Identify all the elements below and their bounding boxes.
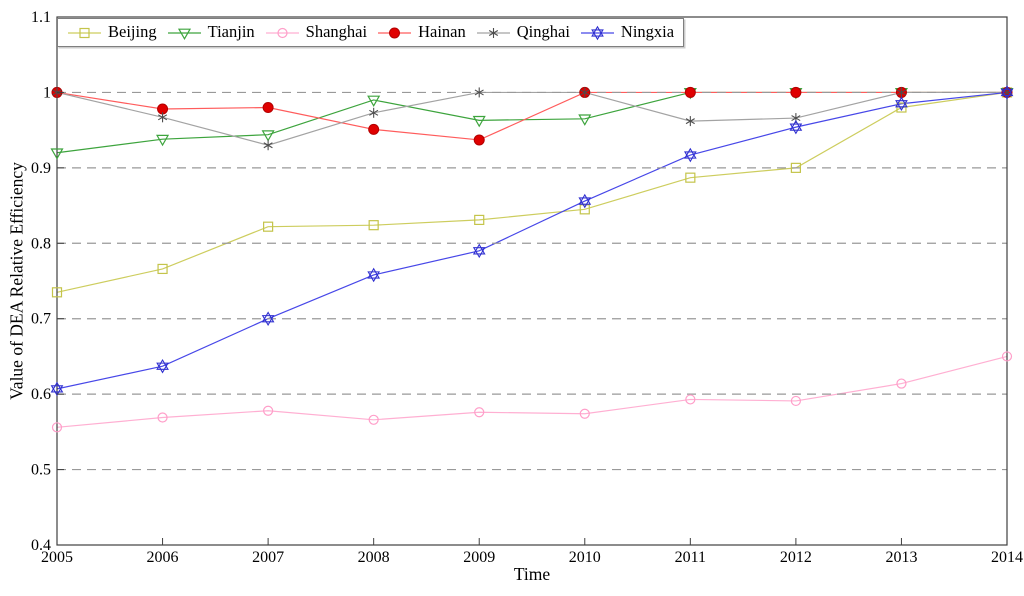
x-tick-label: 2008 [358, 549, 390, 566]
y-tick-label: 1 [43, 84, 51, 101]
markers-tianjin [50, 88, 1014, 160]
legend-item-hainan: Hainan [377, 24, 466, 41]
x-tick-label: 2005 [41, 549, 73, 566]
series-markers [50, 85, 1014, 433]
filled-circle-legend-icon [378, 27, 412, 38]
series-line-beijing [56, 91, 1008, 293]
legend-label: Tianjin [207, 22, 255, 42]
series-line-shanghai [56, 355, 1008, 428]
y-tick-label: 0.7 [31, 311, 51, 328]
markers-shanghai [51, 351, 1013, 433]
plot-frame [56, 16, 1008, 546]
legend-item-beijing: Beijing [67, 24, 157, 41]
legend-label: Ningxia [620, 22, 675, 42]
y-tick-label: 0.8 [31, 235, 51, 252]
series-lines [56, 91, 1008, 428]
asterisk-legend-icon [476, 27, 510, 38]
x-tick-label: 2011 [675, 549, 706, 566]
series-line-qinghai [56, 91, 1007, 146]
legend-label: Shanghai [305, 22, 368, 42]
open-square-legend-icon [68, 27, 101, 38]
y-tick-label: 1.1 [31, 9, 51, 26]
legend-item-tianjin: Tianjin [167, 24, 255, 41]
series-line-ningxia [56, 91, 1008, 390]
markers-qinghai [52, 87, 1012, 151]
legend-label: Hainan [418, 22, 466, 42]
legend-label: Beijing [108, 22, 157, 42]
x-tick-label: 2012 [780, 549, 812, 566]
open-circle-legend-icon [265, 27, 299, 38]
markers-ningxia [50, 85, 1014, 397]
x-tick-label: 2007 [252, 549, 284, 566]
x-tick-label: 2010 [569, 549, 601, 566]
legend-item-ningxia: Ningxia [580, 24, 674, 41]
legend-item-shanghai: Shanghai [265, 24, 367, 41]
x-tick-label: 2013 [885, 549, 917, 566]
open-hexagram-legend-icon [580, 25, 614, 40]
y-tick-label: 0.6 [31, 386, 51, 403]
y-tick-label: 0.5 [31, 462, 51, 479]
x-tick-label: 2009 [463, 549, 495, 566]
x-axis-label: Time [513, 564, 551, 584]
open-triangle-down-legend-icon [167, 28, 201, 40]
y-tick-label: 0.4 [31, 537, 51, 554]
x-tick-label: 2006 [147, 549, 179, 566]
y-axis-label: Value of DEA Relative Efficiency [6, 162, 27, 400]
axis-ticks: 2005 2006 2007 2008 2009 2010 2011 2012 2013 2014… [31, 9, 1023, 566]
legend-label: Qinghai [516, 22, 570, 42]
series-line-hainan [56, 91, 1007, 141]
legend: Beijing Tianjin Shanghai Hainan Qinghai Ningx… [57, 18, 685, 47]
x-tick-label: 2014 [991, 549, 1023, 566]
y-tick-label: 0.9 [31, 160, 51, 177]
legend-item-qinghai: Qinghai [476, 24, 570, 41]
gridlines [57, 91, 1007, 471]
